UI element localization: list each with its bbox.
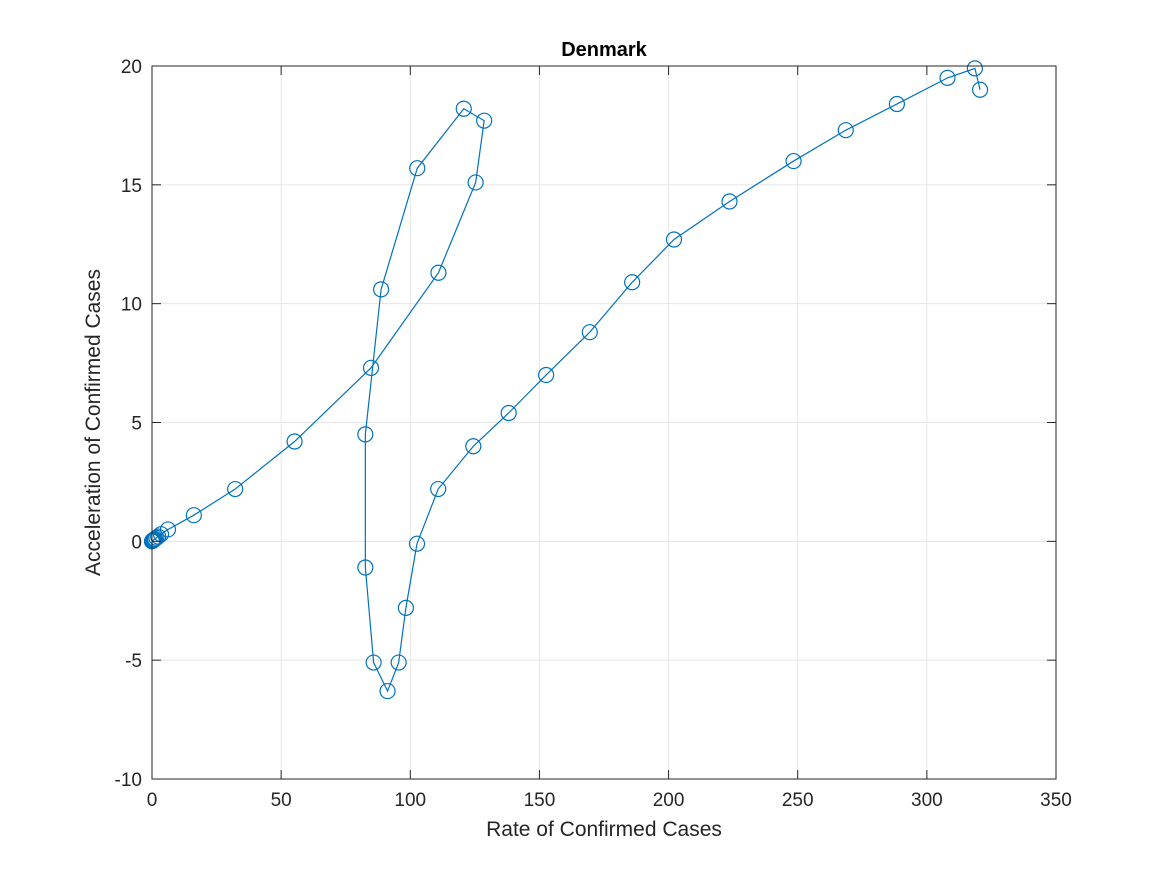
data-point-marker [581,324,598,341]
data-point-marker [286,433,303,450]
x-axis-label: Rate of Confirmed Cases [486,818,722,841]
data-point-marker [430,480,447,498]
x-tick-label: 350 [1040,790,1072,811]
data-point-marker [372,281,390,298]
data-point-marker [379,682,396,700]
data-point-marker [888,95,905,113]
axis-ticks: 0 50 100 150 200 250 300 350 -10 -5 0 5 10 15 20 [115,57,1072,811]
x-tick-label: 0 [147,790,158,811]
data-point-marker [467,174,484,191]
data-point-marker [721,193,738,210]
data-point-marker [357,559,374,576]
data-point-marker [430,264,447,281]
data-point-marker [538,366,555,384]
x-tick-label: 300 [911,790,943,811]
data-point-marker [159,521,177,538]
data-point-marker [357,426,374,443]
data-point-marker [785,152,802,170]
chart-title: Denmark [561,39,647,61]
x-tick-label: 250 [782,790,814,811]
y-tick-label: -10 [115,770,142,791]
data-point-marker [408,535,426,552]
data-point-marker [476,112,493,129]
data-point-marker [146,530,164,548]
data-point-marker [665,231,683,248]
data-point-marker [500,404,517,422]
x-tick-label: 200 [653,790,685,811]
y-tick-label: 15 [121,176,142,197]
data-point-marker [971,81,989,98]
y-tick-label: 10 [121,295,142,316]
y-tick-label: -5 [125,651,142,672]
data-point-marker [409,160,426,177]
data-point-marker [465,438,482,455]
data-point-marker [966,60,983,77]
data-point-marker [185,507,202,524]
x-tick-label: 50 [271,790,292,811]
data-point-marker [455,100,472,117]
x-tick-label: 150 [524,790,556,811]
data-point-marker [365,654,382,671]
data-point-marker [390,654,407,671]
series-line [151,67,981,693]
x-tick-label: 100 [394,790,426,811]
data-point-marker [939,69,956,86]
data-point-marker [362,359,380,376]
data-point-marker [148,529,165,546]
y-tick-label: 0 [131,532,142,553]
data-point-marker [624,274,641,291]
data-point-marker [397,599,414,616]
data-point-marker [227,480,244,498]
y-axis-label: Acceleration of Confirmed Cases [82,269,105,576]
data-point-marker [837,122,854,139]
y-tick-label: 20 [121,57,142,78]
y-tick-label: 5 [131,414,142,435]
